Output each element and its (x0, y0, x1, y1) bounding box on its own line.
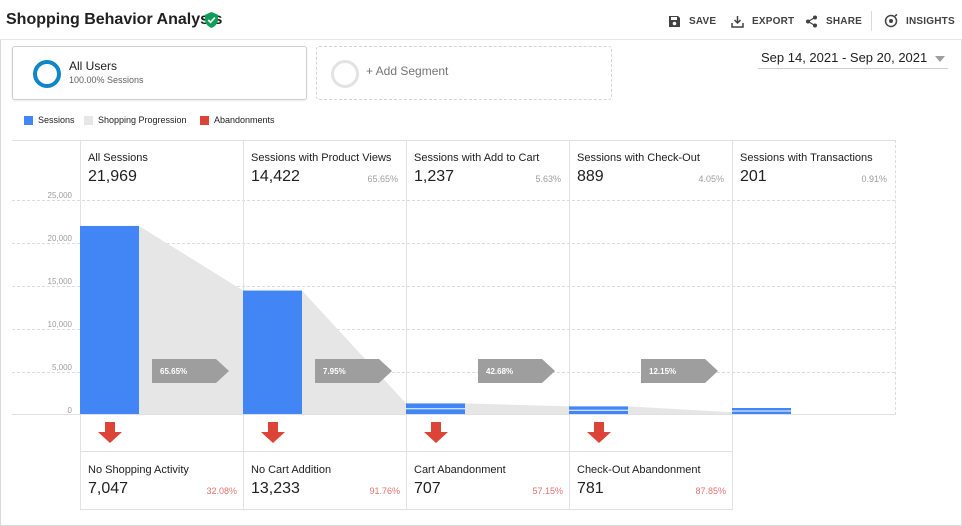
segment-sessions-share: 100.00% Sessions (69, 75, 144, 85)
y-tick-label: 20,000 (47, 234, 72, 243)
abandon-percent: 91.76% (369, 486, 400, 496)
save-button[interactable]: SAVE (668, 12, 716, 30)
insights-label: INSIGHTS (906, 15, 955, 27)
abandon-value: 13,233 (251, 480, 300, 497)
sessions-bar[interactable] (80, 225, 139, 414)
add-segment-label: + Add Segment (366, 64, 449, 78)
column-divider-end (895, 140, 896, 415)
gridline-5000 (12, 372, 895, 373)
column-divider (732, 140, 733, 510)
segment-color-icon (33, 60, 61, 88)
abandon-value: 781 (577, 480, 604, 497)
stage-label: Sessions with Add to Cart (414, 152, 540, 164)
abandon-label: Check-Out Abandonment (577, 464, 701, 476)
stage-label: All Sessions (88, 152, 148, 164)
save-label: SAVE (689, 15, 717, 27)
legend-item-abandonments: Abandonments (200, 114, 275, 126)
verified-shield-icon (205, 12, 218, 28)
abandon-percent: 32.08% (206, 486, 237, 496)
stage-value: 14,422 (251, 168, 300, 185)
stage-all-sessions[interactable]: All Sessions 21,969 (80, 141, 243, 197)
abandon-label: Cart Abandonment (414, 464, 506, 476)
gridline-15000 (12, 286, 895, 287)
legend-swatch (24, 115, 33, 125)
date-range-text: Sep 14, 2021 - Sep 20, 2021 (761, 50, 928, 65)
sessions-bar[interactable] (569, 406, 628, 414)
segment-all-users[interactable]: All Users 100.00% Sessions (12, 46, 307, 100)
insights-button[interactable]: INSIGHTS (884, 12, 955, 30)
legend-swatch (200, 115, 209, 125)
stage-label: Sessions with Check-Out (577, 152, 700, 164)
y-tick-label: 15,000 (47, 277, 72, 286)
export-label: EXPORT (752, 15, 795, 27)
stage-percent: 4.05% (698, 174, 724, 184)
y-tick-label: 5,000 (51, 363, 72, 372)
abandon-no-shopping-activity[interactable]: No Shopping Activity 7,047 32.08% (80, 452, 243, 510)
funnel-baseline (12, 414, 895, 415)
stage-value: 1,237 (414, 168, 455, 185)
abandon-value: 707 (414, 480, 441, 497)
gridline-20000 (12, 243, 895, 244)
abandon-label: No Cart Addition (251, 464, 332, 476)
abandon-check-out-abandonment[interactable]: Check-Out Abandonment 781 87.85% (569, 452, 732, 510)
stage-add-to-cart[interactable]: Sessions with Add to Cart 1,237 5.63% (406, 141, 569, 197)
share-label: SHARE (826, 15, 863, 27)
caret-down-icon (935, 56, 945, 62)
funnel-top-border (12, 140, 895, 141)
abandon-cart-abandonment[interactable]: Cart Abandonment 707 57.15% (406, 452, 569, 510)
save-icon (669, 15, 680, 27)
sessions-bar[interactable] (732, 408, 791, 414)
add-segment-button[interactable]: + Add Segment (316, 46, 612, 100)
report-title: Shopping Behavior Analysis (6, 11, 223, 28)
column-divider (406, 140, 407, 510)
stage-label: Sessions with Product Views (251, 152, 392, 164)
stage-transactions[interactable]: Sessions with Transactions 201 0.91% (732, 141, 895, 197)
legend-item-sessions: Sessions (24, 114, 75, 126)
abandon-value: 7,047 (88, 480, 129, 497)
abandon-percent: 57.15% (532, 486, 563, 496)
y-tick-label: 0 (67, 406, 72, 415)
abandon-label: No Shopping Activity (88, 464, 189, 476)
insights-icon (884, 14, 898, 28)
stage-value: 201 (740, 168, 767, 185)
report-header: Shopping Behavior Analysis SAVE EXPORT S… (0, 0, 962, 40)
stage-check-out[interactable]: Sessions with Check-Out 889 4.05% (569, 141, 732, 197)
legend-label: Shopping Progression (98, 115, 187, 125)
sessions-bar[interactable] (243, 290, 302, 414)
legend-swatch (84, 115, 93, 125)
share-icon (806, 15, 817, 27)
gridline-10000 (12, 329, 895, 330)
share-button[interactable]: SHARE (805, 12, 862, 30)
abandon-percent: 87.85% (695, 486, 726, 496)
legend-label: Sessions (38, 115, 75, 125)
stage-percent: 0.91% (861, 174, 887, 184)
gridline-25000 (12, 200, 895, 201)
y-tick-label: 25,000 (47, 191, 72, 200)
legend-item-progression: Shopping Progression (84, 114, 187, 126)
empty-segment-icon (331, 60, 359, 88)
export-button[interactable]: EXPORT (731, 12, 794, 30)
toolbar-divider (871, 11, 872, 31)
legend-label: Abandonments (214, 115, 275, 125)
sessions-bar[interactable] (406, 403, 465, 414)
export-icon (731, 15, 744, 28)
segment-name: All Users (69, 59, 118, 73)
abandon-no-cart-addition[interactable]: No Cart Addition 13,233 91.76% (243, 452, 406, 510)
stage-label: Sessions with Transactions (740, 152, 873, 164)
stage-percent: 5.63% (535, 174, 561, 184)
stage-product-views[interactable]: Sessions with Product Views 14,422 65.65… (243, 141, 406, 197)
y-tick-label: 10,000 (47, 320, 72, 329)
date-range-picker[interactable]: Sep 14, 2021 - Sep 20, 2021 (758, 47, 948, 69)
stage-value: 21,969 (88, 168, 137, 185)
stage-value: 889 (577, 168, 604, 185)
column-divider (569, 140, 570, 510)
stage-percent: 65.65% (367, 174, 398, 184)
